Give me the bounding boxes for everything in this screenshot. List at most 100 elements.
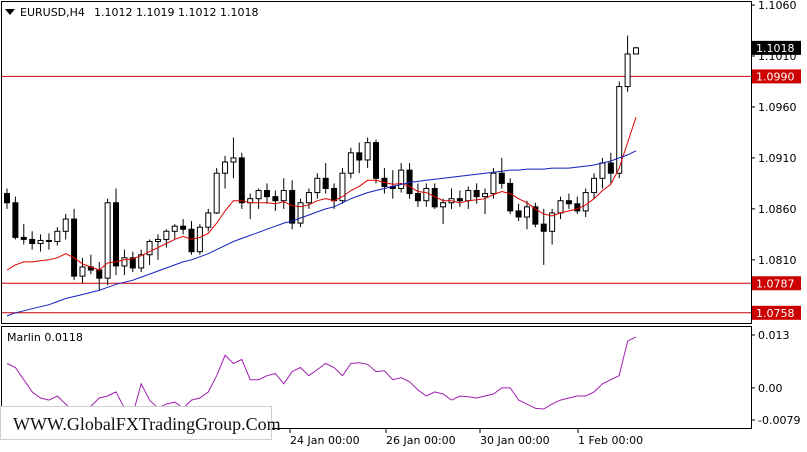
candle-body <box>456 198 463 202</box>
candle-body <box>498 172 505 184</box>
candle-body <box>163 230 170 240</box>
candle-body <box>347 152 354 174</box>
ma-fast-line <box>6 117 637 271</box>
candle-body <box>113 202 120 267</box>
candle-body <box>12 202 19 238</box>
candle-body <box>364 142 371 161</box>
candle-body <box>272 196 279 202</box>
price-tick-label: 1.0910 <box>758 152 797 165</box>
candle-body <box>297 202 304 224</box>
marlin-oscillator-line <box>6 336 637 416</box>
candle-body <box>171 225 178 232</box>
candle-body <box>565 200 572 205</box>
level-price-tag <box>752 276 801 291</box>
price-tick-label: 1.1060 <box>758 0 797 12</box>
time-axis: 24 Jan 00:00 26 Jan 00:00 30 Jan 00:00 1 Fe… <box>289 429 643 447</box>
current-price-tag <box>752 40 801 55</box>
candle-body <box>616 86 623 174</box>
main-plot-frame <box>1 1 752 324</box>
candle-body <box>146 240 153 256</box>
level-price-tag <box>752 69 801 84</box>
level-price-label: 1.0758 <box>756 307 795 320</box>
osc-tick-label: 0.00 <box>758 382 783 395</box>
candle-body <box>121 257 128 267</box>
candle-body <box>104 202 111 279</box>
price-tick-label: 1.0860 <box>758 203 797 216</box>
candle-body <box>129 257 136 269</box>
symbol-dropdown-icon[interactable] <box>5 9 15 15</box>
time-tick-label: 24 Jan 00:00 <box>290 434 360 447</box>
candle-body <box>213 172 220 214</box>
candle-body <box>515 210 522 218</box>
candle-body <box>356 152 363 161</box>
level-price-label: 1.0787 <box>756 277 795 290</box>
candle-body <box>238 157 245 204</box>
candle-body <box>180 225 187 230</box>
candle-body <box>154 238 161 242</box>
candle-body <box>71 218 78 277</box>
price-tags: 1.0990 1.0787 1.0758 1.1018 <box>752 40 801 320</box>
candle-body <box>280 190 287 202</box>
time-tick-label: 30 Jan 00:00 <box>480 434 550 447</box>
time-tick-label: 26 Jan 00:00 <box>386 434 456 447</box>
candle-body <box>540 223 547 232</box>
price-tick-label: 1.0960 <box>758 101 797 114</box>
oscillator-axis: 0.013 0.00 -0.0079 <box>751 329 800 427</box>
candle-body <box>54 230 61 242</box>
candle-body <box>196 226 203 253</box>
price-tick-label: 1.0810 <box>758 254 797 267</box>
candle-body <box>205 212 212 228</box>
candle-body <box>222 161 229 174</box>
candle-body <box>29 238 36 245</box>
candle-body <box>138 254 145 269</box>
candle-body <box>289 190 296 224</box>
candle-body <box>549 212 556 232</box>
time-tick-label: 1 Feb 00:00 <box>578 434 643 447</box>
indicator-plot-frame <box>1 326 752 429</box>
candle-body <box>523 206 530 218</box>
candle-body <box>440 202 447 208</box>
candle-body <box>373 142 380 179</box>
candle-body <box>607 162 614 174</box>
level-price-tag <box>752 305 801 320</box>
candle-body <box>20 236 27 240</box>
ma-slow-line <box>6 150 637 317</box>
candle-body <box>79 266 86 277</box>
candle-body <box>482 193 489 198</box>
candle-body <box>331 187 338 202</box>
candle-body <box>574 203 581 212</box>
candle-body <box>398 169 405 189</box>
candle-body <box>582 192 589 212</box>
horizontal-levels[interactable] <box>2 75 751 314</box>
candle-body <box>263 190 270 198</box>
ohlc-values: 1.1012 1.1019 1.1012 1.1018 <box>94 6 258 19</box>
osc-tick-label: -0.0079 <box>758 414 800 427</box>
candle-body <box>230 157 237 163</box>
candle-body <box>339 172 346 202</box>
candle-body <box>599 162 606 179</box>
candle-body <box>473 190 480 198</box>
candle-body <box>305 192 312 204</box>
candle-body <box>591 177 598 194</box>
candle-body <box>507 182 514 212</box>
candle-body <box>37 239 44 245</box>
candle-body <box>45 239 52 242</box>
candle-body <box>414 193 421 202</box>
watermark-banner: WWW.GlobalFXTradingGroup.Com <box>0 406 281 440</box>
level-price-label: 1.0990 <box>756 70 795 83</box>
candlestick-series <box>4 35 639 291</box>
candle-body <box>188 228 195 253</box>
candle-body <box>532 206 539 225</box>
candle-body <box>62 218 69 232</box>
candle-body <box>96 269 103 279</box>
candle-body <box>465 190 472 202</box>
symbol-label: EURUSD,H4 <box>20 6 85 19</box>
candle-body <box>423 187 430 202</box>
current-price-label: 1.1018 <box>756 42 795 55</box>
candle-body <box>314 177 321 194</box>
candle-body <box>322 177 329 189</box>
indicator-title: Marlin 0.0118 <box>7 331 83 344</box>
osc-tick-label: 0.013 <box>758 329 790 342</box>
